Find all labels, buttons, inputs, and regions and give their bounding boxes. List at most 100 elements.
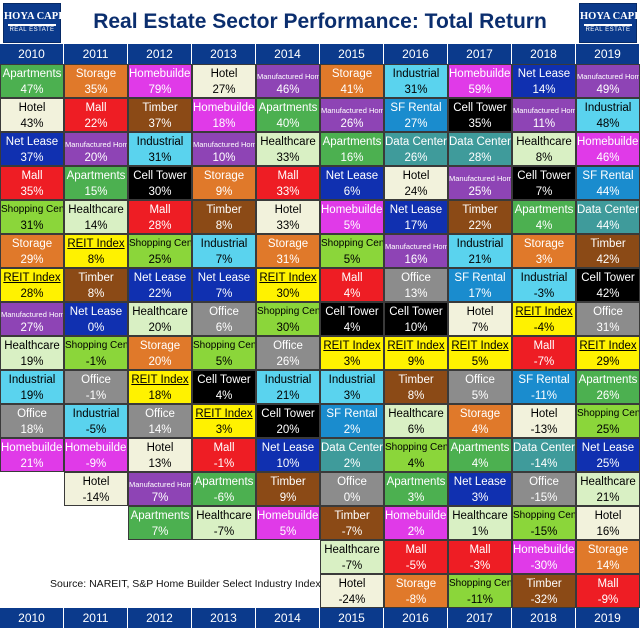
sector-return: 31% — [404, 84, 428, 96]
sector-return: 6% — [407, 424, 425, 436]
sector-return: 24% — [404, 186, 428, 198]
sector-name: Hotel — [210, 68, 238, 80]
sector-name: SF Rental — [326, 408, 378, 420]
sector-return: 6% — [343, 186, 361, 198]
sector-name: REIT Index — [259, 272, 317, 284]
cell-cell-tower-2014: Cell Tower 20% — [256, 404, 320, 438]
cell-office-2016: Office 13% — [384, 268, 448, 302]
cell-storage-2017: Storage 4% — [448, 404, 512, 438]
sector-name: Homebuilders — [1, 442, 63, 454]
cell-net-lease-2011: Net Lease 0% — [64, 302, 128, 336]
sector-return: 46% — [596, 152, 620, 164]
year-label-2012: 2012 — [128, 44, 192, 64]
sector-name: Hotel — [274, 204, 302, 216]
sector-return: -9% — [85, 458, 107, 470]
sector-return: 3% — [343, 356, 361, 368]
sector-return: -5% — [405, 560, 427, 572]
sector-return: 7% — [535, 186, 553, 198]
sector-return: -1% — [85, 356, 107, 368]
sector-return: 27% — [212, 84, 236, 96]
sector-name: Shopping Center — [449, 578, 512, 589]
sector-return: 30% — [148, 186, 172, 198]
cell-timber-2013: Timber 8% — [192, 200, 256, 234]
cell-reit-index-2010: REIT Index 28% — [0, 268, 64, 302]
sector-return: -14% — [530, 458, 558, 470]
cell-data-center-2015: Data Center 2% — [320, 438, 384, 472]
sector-name: Timber — [398, 374, 434, 386]
sector-return: 10% — [404, 322, 428, 334]
year-label-2018: 2018 — [512, 608, 576, 628]
sector-return: -9% — [597, 594, 619, 606]
sector-return: 21% — [468, 254, 492, 266]
sector-name: Net Lease — [581, 442, 635, 454]
cell-manufactured-home-2013: Manufactured Home 10% — [192, 132, 256, 166]
sector-name: SF Rental — [582, 170, 634, 182]
cell-shopping-center-2016: Shopping Center 4% — [384, 438, 448, 472]
sector-return: -24% — [338, 594, 366, 606]
year-label-2011: 2011 — [64, 44, 128, 64]
sector-return: -32% — [530, 594, 558, 606]
cell-shopping-center-2013: Shopping Center 5% — [192, 336, 256, 370]
sector-return: 25% — [596, 424, 620, 436]
sector-name: Office — [273, 340, 303, 352]
sector-return: 9% — [215, 186, 233, 198]
sector-return: 44% — [596, 220, 620, 232]
cell-apartments-2011: Apartments 15% — [64, 166, 128, 200]
sector-name: Shopping Center — [513, 510, 576, 521]
sector-return: 28% — [468, 152, 492, 164]
sector-return: 18% — [212, 118, 236, 130]
sector-return: 20% — [148, 322, 172, 334]
sector-name: Homebuilders — [321, 204, 383, 216]
cell-apartments-2010: Apartments 47% — [0, 64, 64, 98]
sector-return: 2% — [343, 458, 361, 470]
sector-name: REIT Index — [579, 340, 637, 352]
cell-reit-index-2019: REIT Index 29% — [576, 336, 640, 370]
sector-return: 26% — [340, 118, 364, 130]
sector-return: 4% — [471, 458, 489, 470]
sector-return: 4% — [343, 288, 361, 300]
cell-shopping-center-2018: Shopping Center -15% — [512, 506, 576, 540]
sector-name: Net Lease — [261, 442, 315, 454]
sector-name: Healthcare — [324, 544, 380, 556]
year-label-2017: 2017 — [448, 608, 512, 628]
cell-storage-2016: Storage -8% — [384, 574, 448, 608]
sector-name: Mall — [213, 442, 235, 454]
cell-storage-2019: Storage 14% — [576, 540, 640, 574]
sector-return: 7% — [215, 254, 233, 266]
sector-return: -11% — [531, 390, 557, 402]
cell-homebuilders-2013: Homebuilders 18% — [192, 98, 256, 132]
sector-name: Shopping Center — [385, 442, 448, 453]
chart-title: Real Estate Sector Performance: Total Re… — [93, 10, 547, 33]
sector-return: 20% — [84, 152, 108, 164]
sector-name: Storage — [331, 68, 373, 80]
cell-mall-2017: Mall -3% — [448, 540, 512, 574]
sector-name: Office — [593, 306, 623, 318]
sector-return: -13% — [530, 424, 558, 436]
sector-return: 29% — [20, 254, 44, 266]
cell-office-2017: Office 5% — [448, 370, 512, 404]
sector-return: 31% — [596, 322, 620, 334]
sector-return: -1% — [213, 458, 235, 470]
sector-name: Mall — [405, 544, 427, 556]
sector-return: 5% — [471, 356, 489, 368]
cell-net-lease-2010: Net Lease 37% — [0, 132, 64, 166]
sector-return: -7% — [213, 526, 235, 538]
sector-return: 33% — [276, 220, 300, 232]
sector-name: REIT Index — [387, 340, 445, 352]
sector-return: 25% — [468, 186, 492, 198]
sector-return: 8% — [215, 220, 233, 232]
year-label-2016: 2016 — [384, 44, 448, 64]
cell-timber-2012: Timber 37% — [128, 98, 192, 132]
sector-name: Manufactured Home — [513, 106, 576, 115]
cell-shopping-center-2012: Shopping Center 25% — [128, 234, 192, 268]
sector-name: Mall — [149, 204, 171, 216]
cell-cell-tower-2018: Cell Tower 7% — [512, 166, 576, 200]
sector-name: Timber — [270, 476, 306, 488]
sector-return: -15% — [530, 526, 558, 538]
sector-name: Cell Tower — [197, 374, 251, 386]
sector-name: Industrial — [456, 238, 504, 250]
sector-name: Manufactured Home — [321, 106, 384, 115]
logo-text: HOYA CAPITAL — [580, 11, 640, 22]
sector-name: Apartments — [258, 102, 318, 114]
cell-reit-index-2017: REIT Index 5% — [448, 336, 512, 370]
